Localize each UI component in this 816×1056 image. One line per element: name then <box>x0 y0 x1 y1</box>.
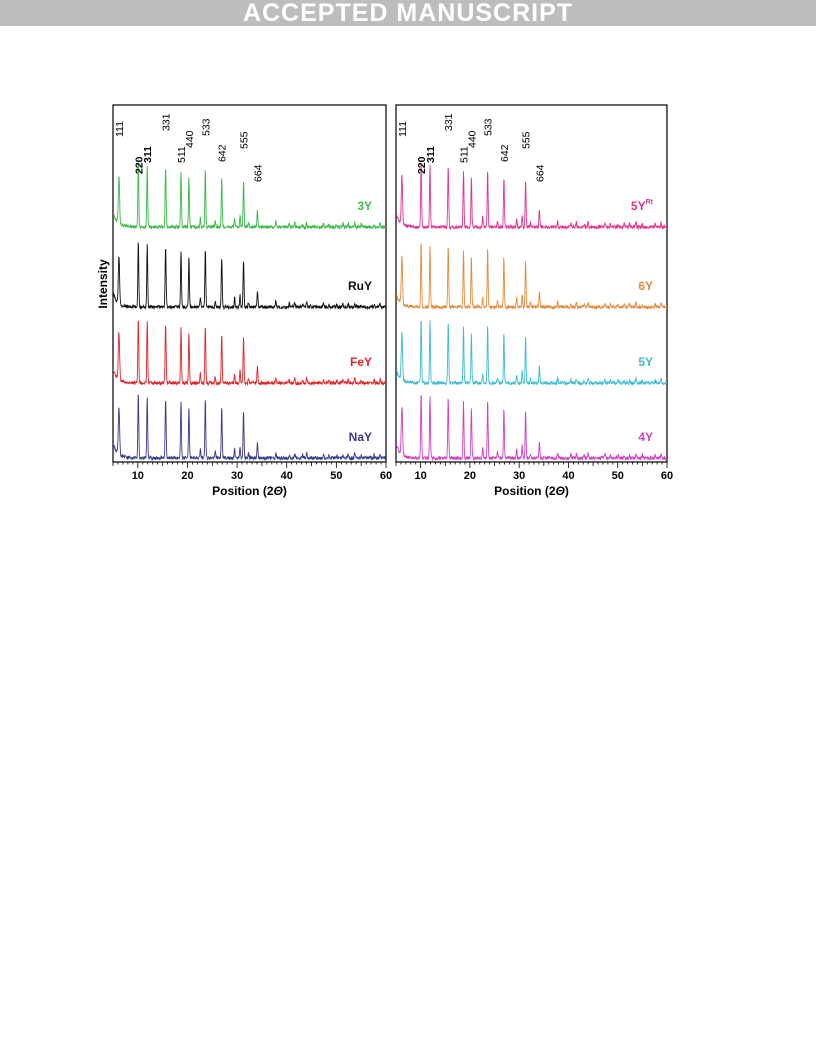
series-label: 3Y <box>357 199 372 213</box>
reflection-label-220: 220 <box>416 156 428 174</box>
reflection-label-664: 664 <box>252 164 264 182</box>
reflection-label-440: 440 <box>466 130 478 148</box>
x-tick-label: 10 <box>132 470 144 482</box>
x-tick-label: 50 <box>330 470 342 482</box>
reflection-label-533: 533 <box>483 118 495 136</box>
series-line-4y <box>396 395 667 462</box>
series-label: 5Y <box>638 355 653 369</box>
series-label: 6Y <box>638 279 653 293</box>
reflection-label-331: 331 <box>161 113 173 131</box>
x-tick-label: 20 <box>181 470 193 482</box>
banner-text: ACCEPTED MANUSCRIPT <box>242 0 574 27</box>
reflection-label-664: 664 <box>534 164 546 182</box>
series-label: FeY <box>350 355 372 369</box>
reflection-label-642: 642 <box>217 144 229 162</box>
reflection-label-511: 511 <box>459 146 471 163</box>
reflection-label-331: 331 <box>443 113 455 131</box>
reflection-label-555: 555 <box>239 131 251 149</box>
series-label: NaY <box>349 430 372 444</box>
x-tick-label: 40 <box>281 470 293 482</box>
x-tick-label: 50 <box>612 470 624 482</box>
series-line-5y-rt <box>396 163 667 231</box>
series-line-nay <box>113 394 386 462</box>
series-label: 5YRt <box>631 199 654 213</box>
reflection-label-220: 220 <box>133 156 145 174</box>
reflection-label-511: 511 <box>176 146 188 163</box>
accepted-manuscript-banner: ACCEPTED MANUSCRIPT <box>0 0 816 27</box>
reflection-label-111: 111 <box>114 121 126 137</box>
series-line-ruy <box>113 242 386 311</box>
panels-layer: 10 20 30 40 50 60 Position (2Θ) 3Y RuY FeY NaY 111 2… <box>112 104 673 498</box>
y-axis-label: Intensity <box>96 259 110 309</box>
series-line-6y <box>396 243 667 311</box>
x-axis-label: Position (2Θ) <box>494 484 569 498</box>
x-axis-label: Position (2Θ) <box>212 484 287 498</box>
x-tick-label: 10 <box>415 470 427 482</box>
x-tick-label: 30 <box>513 470 525 482</box>
reflection-label-533: 533 <box>200 118 212 136</box>
reflection-label-555: 555 <box>521 131 533 149</box>
x-tick-label: 60 <box>661 470 673 482</box>
x-tick-label: 20 <box>464 470 476 482</box>
series-line-3y <box>113 163 386 231</box>
x-tick-label: 30 <box>231 470 243 482</box>
series-label: 4Y <box>638 430 653 444</box>
x-tick-label: 40 <box>562 470 574 482</box>
plot-frame <box>112 104 387 463</box>
plot-frame <box>395 104 668 463</box>
reflection-label-111: 111 <box>397 121 409 137</box>
series-label: RuY <box>348 279 372 293</box>
reflection-label-642: 642 <box>499 144 511 162</box>
series-line-5y <box>396 320 667 387</box>
xrd-panel-2: 10 20 30 40 50 60 Position (2Θ) 5YRt 6Y 5Y 4Y 111 22… <box>395 104 673 498</box>
series-line-fey <box>113 320 386 387</box>
reflection-label-311: 311 <box>142 146 154 163</box>
x-tick-label: 60 <box>380 470 392 482</box>
xrd-panel-1: 10 20 30 40 50 60 Position (2Θ) 3Y RuY FeY NaY 111 2… <box>112 104 392 498</box>
reflection-label-311: 311 <box>425 146 437 163</box>
reflection-label-440: 440 <box>184 130 196 148</box>
